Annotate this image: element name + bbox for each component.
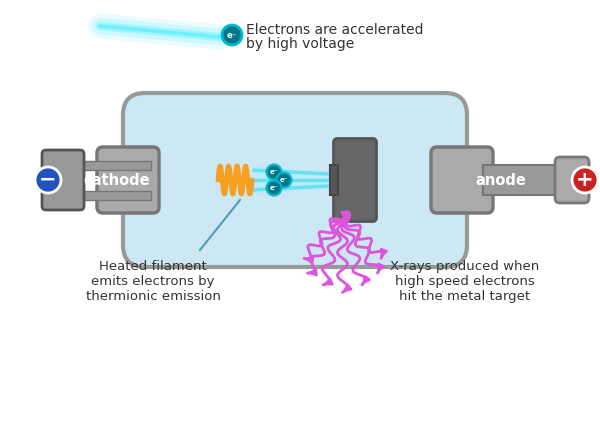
- FancyBboxPatch shape: [334, 139, 377, 221]
- Bar: [65, 161, 151, 170]
- Text: Heated filament: Heated filament: [99, 260, 207, 273]
- Circle shape: [572, 167, 598, 193]
- Circle shape: [266, 181, 281, 196]
- FancyBboxPatch shape: [97, 147, 159, 213]
- FancyBboxPatch shape: [431, 147, 493, 213]
- Text: emits electrons by: emits electrons by: [91, 275, 215, 288]
- Text: X-rays produced when: X-rays produced when: [391, 260, 539, 273]
- Polygon shape: [254, 166, 350, 194]
- Text: −: −: [39, 170, 57, 190]
- Bar: [65, 190, 151, 199]
- Text: e⁻: e⁻: [280, 177, 288, 183]
- Text: Electrons are accelerated: Electrons are accelerated: [246, 23, 424, 37]
- Text: +: +: [576, 170, 594, 190]
- Bar: [483, 165, 565, 195]
- Circle shape: [277, 173, 292, 187]
- Text: e⁻: e⁻: [270, 169, 278, 175]
- FancyBboxPatch shape: [42, 150, 84, 210]
- Text: hit the metal target: hit the metal target: [400, 290, 530, 303]
- Text: e⁻: e⁻: [227, 31, 237, 40]
- Circle shape: [222, 25, 242, 45]
- Text: anode: anode: [476, 173, 526, 187]
- Circle shape: [35, 167, 61, 193]
- Text: e⁻: e⁻: [270, 185, 278, 191]
- Bar: [329, 165, 337, 195]
- FancyBboxPatch shape: [123, 93, 467, 267]
- Text: by high voltage: by high voltage: [246, 37, 354, 51]
- Text: cathode: cathode: [83, 173, 151, 187]
- Text: thermionic emission: thermionic emission: [86, 290, 220, 303]
- Circle shape: [266, 164, 281, 179]
- Text: high speed electrons: high speed electrons: [395, 275, 535, 288]
- FancyBboxPatch shape: [555, 157, 589, 203]
